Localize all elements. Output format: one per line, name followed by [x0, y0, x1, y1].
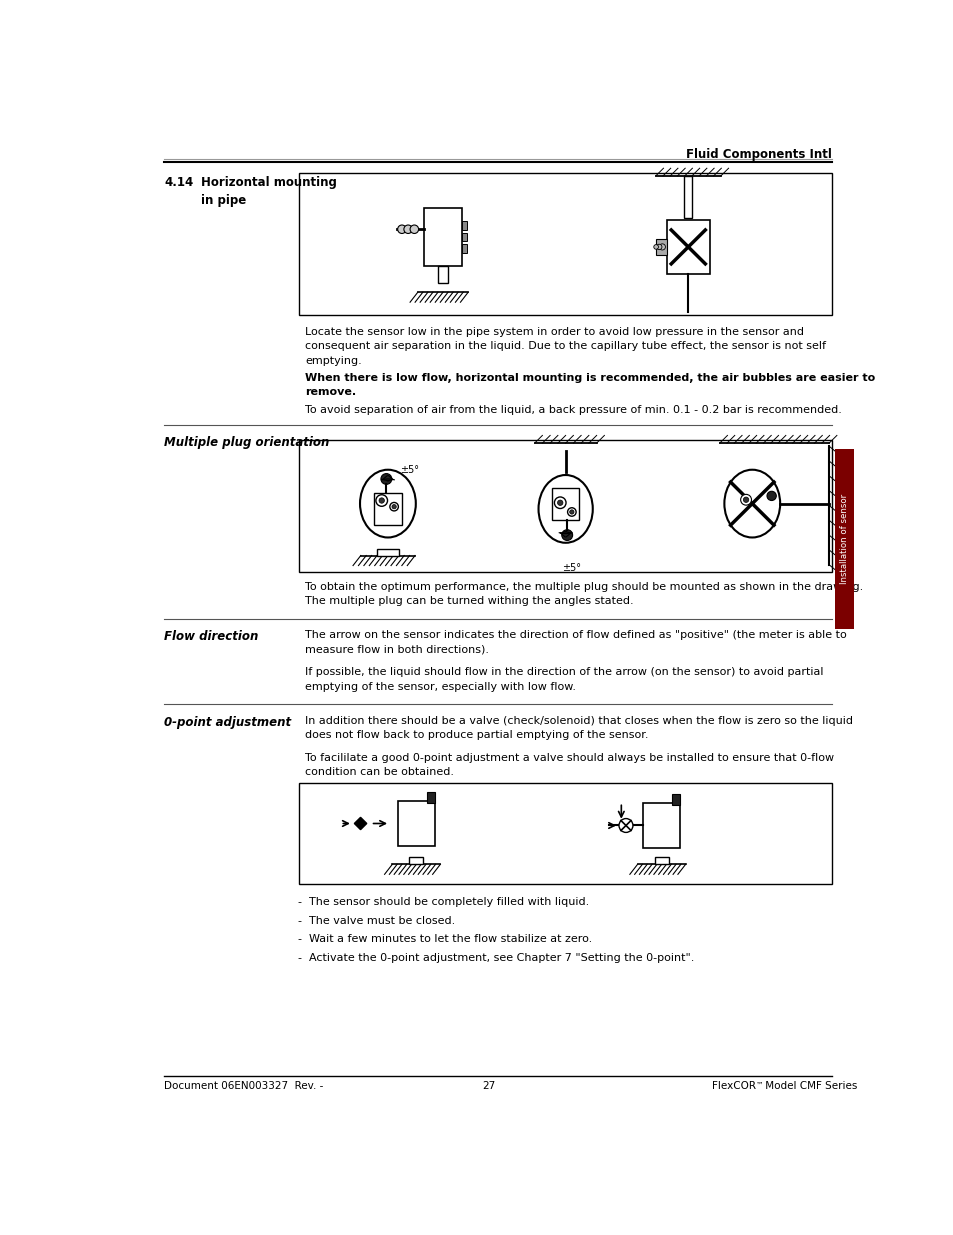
Text: If possible, the liquid should flow in the direction of the arrow (on the sensor: If possible, the liquid should flow in t… [305, 667, 822, 692]
Circle shape [567, 508, 576, 516]
Bar [552, 488, 578, 520]
Bar [298, 173, 831, 315]
Circle shape [378, 498, 384, 503]
Circle shape [659, 243, 665, 249]
Text: Model CMF Series: Model CMF Series [761, 1081, 857, 1091]
Circle shape [380, 473, 392, 484]
Text: Installation of sensor: Installation of sensor [840, 494, 848, 584]
Text: 0-point adjustment: 0-point adjustment [164, 716, 291, 729]
Text: Fluid Components Intl: Fluid Components Intl [685, 147, 831, 161]
Text: Locate the sensor low in the pipe system in order to avoid low pressure in the s: Locate the sensor low in the pipe system… [305, 327, 825, 366]
Circle shape [554, 496, 565, 509]
Circle shape [740, 494, 751, 505]
Bar [462, 245, 467, 253]
Circle shape [618, 819, 632, 832]
Circle shape [390, 503, 398, 511]
Text: The arrow on the sensor indicates the direction of flow defined as "positive" (t: The arrow on the sensor indicates the di… [305, 630, 846, 655]
Text: In addition there should be a valve (check/solenoid) that closes when the flow i: In addition there should be a valve (che… [305, 716, 852, 740]
Text: Flow direction: Flow direction [164, 630, 258, 643]
Circle shape [397, 225, 406, 233]
Text: Multiple plug orientation: Multiple plug orientation [164, 436, 329, 450]
Text: ™: ™ [755, 1081, 762, 1089]
Text: FlexCOR: FlexCOR [711, 1081, 756, 1091]
Bar [397, 802, 435, 846]
Circle shape [653, 245, 658, 249]
Text: Horizontal mounting
in pipe: Horizontal mounting in pipe [200, 175, 336, 207]
Ellipse shape [537, 475, 592, 542]
Circle shape [410, 225, 418, 233]
Bar [656, 240, 666, 254]
Bar [423, 207, 462, 266]
Bar [683, 175, 692, 217]
Text: 27: 27 [482, 1081, 495, 1091]
Circle shape [403, 225, 412, 233]
Text: -  The sensor should be completely filled with liquid.: - The sensor should be completely filled… [297, 898, 588, 908]
Bar [654, 857, 668, 864]
Bar [298, 783, 831, 883]
Bar [427, 792, 435, 803]
Bar [376, 548, 398, 556]
Circle shape [557, 500, 562, 505]
Bar [835, 448, 853, 630]
Text: When there is low flow, horizontal mounting is recommended, the air bubbles are : When there is low flow, horizontal mount… [305, 373, 875, 398]
Bar [672, 794, 679, 805]
Ellipse shape [723, 469, 780, 537]
Bar [409, 857, 423, 864]
Circle shape [392, 505, 395, 509]
Text: ±5°: ±5° [399, 466, 418, 475]
Text: -  Wait a few minutes to let the flow stabilize at zero.: - Wait a few minutes to let the flow sta… [297, 935, 591, 945]
Bar [462, 232, 467, 241]
Text: ±5°: ±5° [561, 563, 580, 573]
Bar [298, 440, 831, 573]
Ellipse shape [359, 469, 416, 537]
Bar [642, 803, 679, 847]
Circle shape [375, 495, 387, 506]
Bar [462, 221, 467, 230]
Circle shape [742, 496, 748, 503]
Circle shape [569, 510, 574, 514]
Bar [666, 220, 709, 274]
Bar [438, 266, 447, 283]
Text: Document 06EN003327  Rev. -: Document 06EN003327 Rev. - [164, 1081, 323, 1091]
Text: To avoid separation of air from the liquid, a back pressure of min. 0.1 - 0.2 ba: To avoid separation of air from the liqu… [305, 405, 841, 415]
Bar [374, 493, 401, 525]
Text: To facililate a good 0-point adjustment a valve should always be installed to en: To facililate a good 0-point adjustment … [305, 752, 834, 777]
Circle shape [766, 492, 776, 500]
Text: -  Activate the 0-point adjustment, see Chapter 7 "Setting the 0-point".: - Activate the 0-point adjustment, see C… [297, 953, 693, 963]
Text: 4.14: 4.14 [164, 175, 193, 189]
Circle shape [561, 530, 572, 541]
Polygon shape [354, 818, 366, 830]
Text: To obtain the optimum performance, the multiple plug should be mounted as shown : To obtain the optimum performance, the m… [305, 582, 862, 606]
Circle shape [656, 245, 661, 249]
Text: -  The valve must be closed.: - The valve must be closed. [297, 916, 455, 926]
